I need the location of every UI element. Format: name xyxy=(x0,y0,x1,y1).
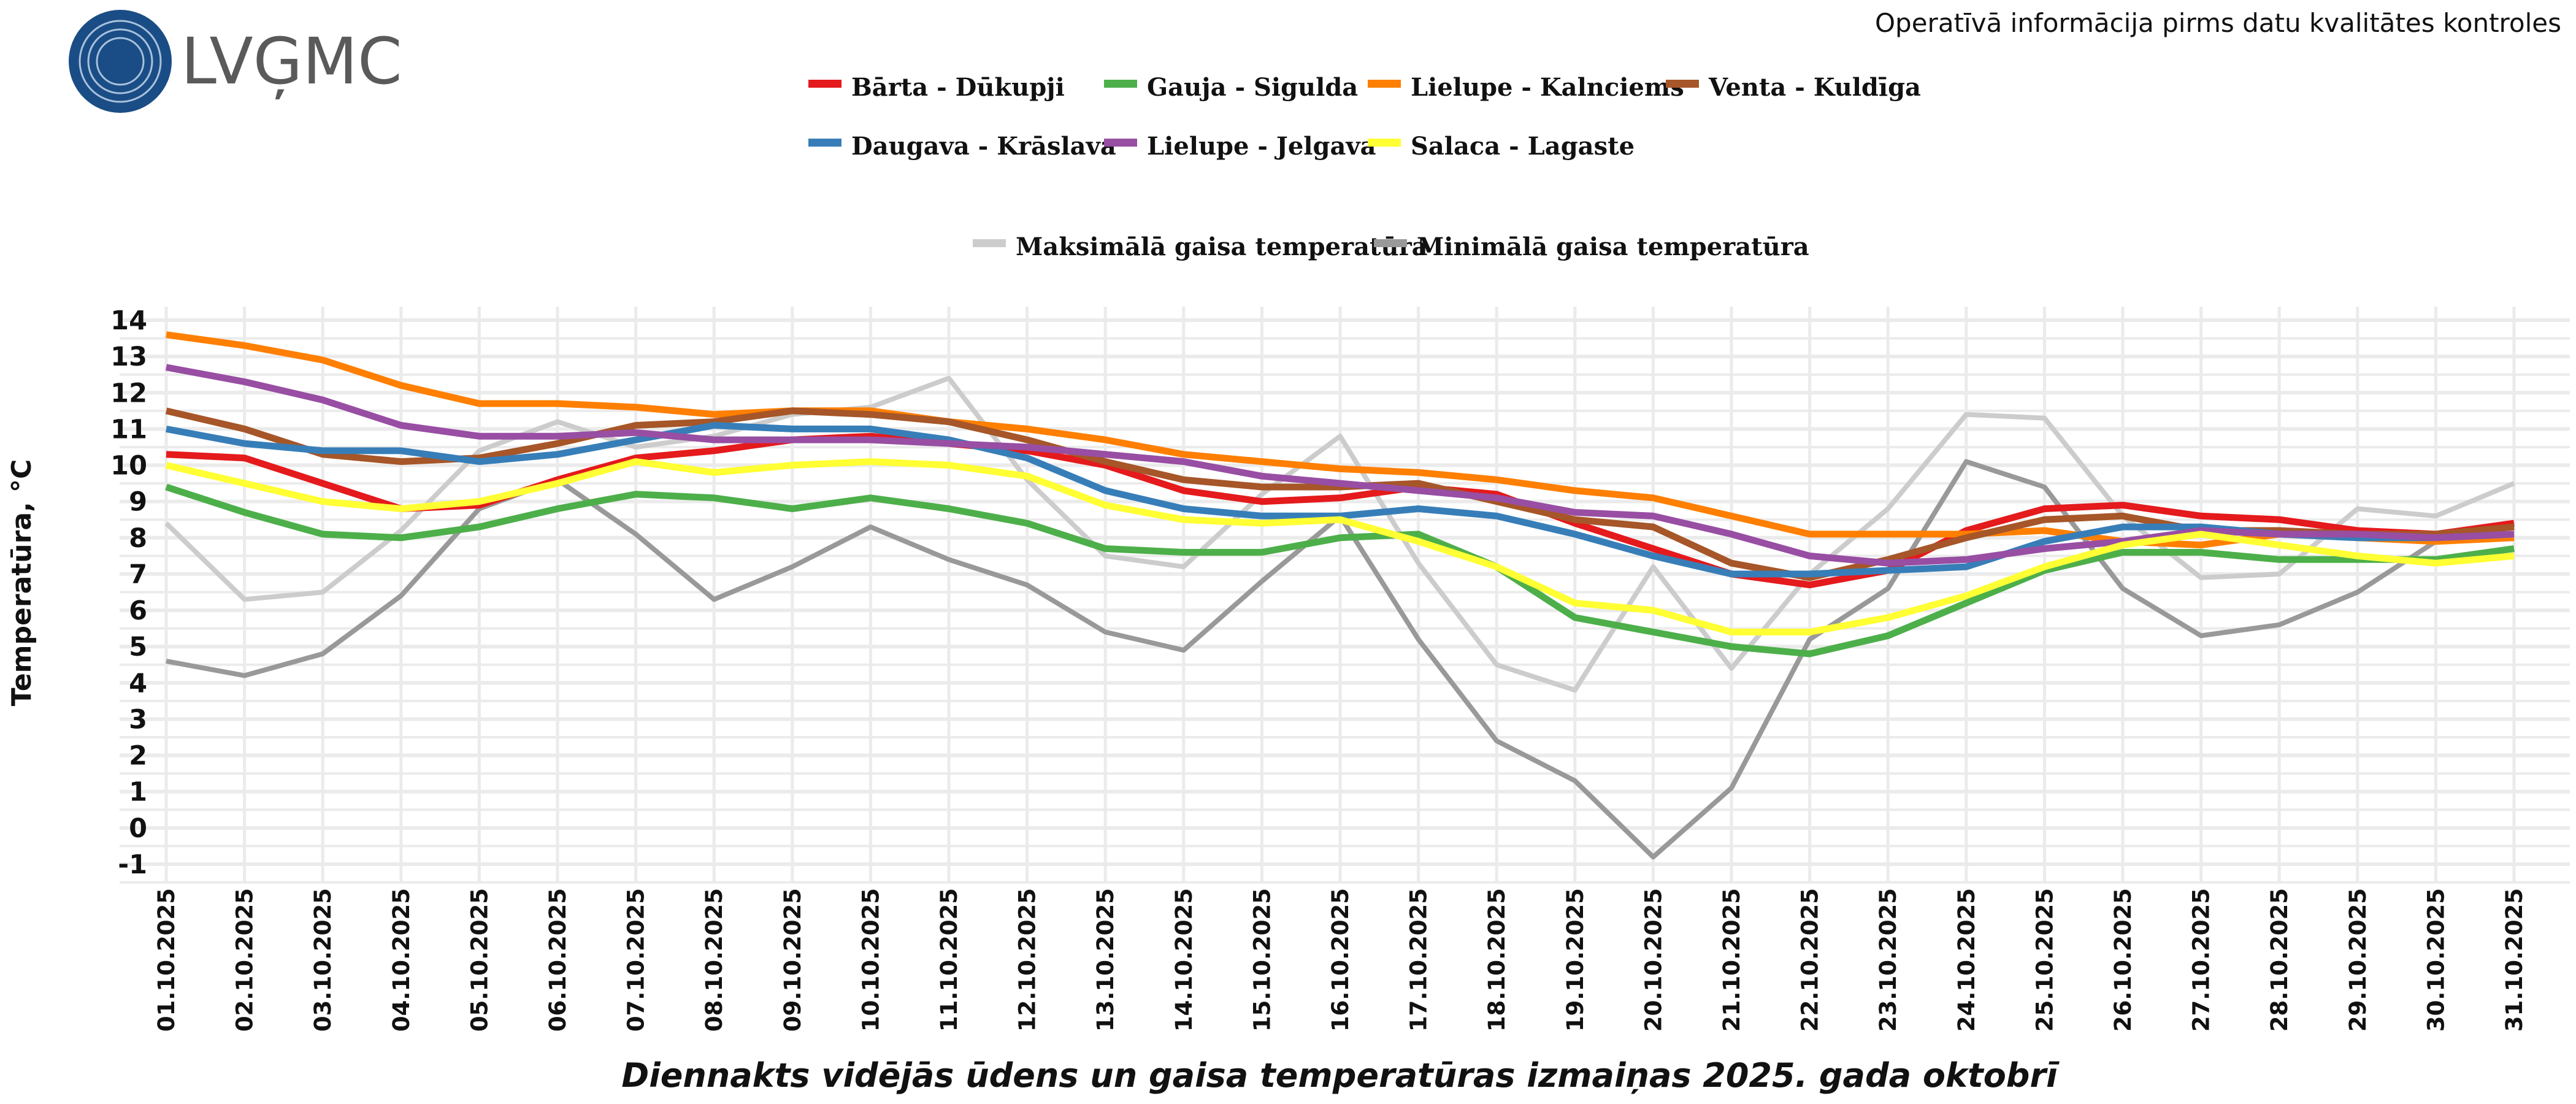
legend-item: Gauja - Sigulda xyxy=(1104,73,1358,102)
y-tick-label: 5 xyxy=(129,632,147,662)
legend-swatch xyxy=(1368,80,1401,88)
y-tick-label: 3 xyxy=(129,704,147,735)
x-tick-label: 11.10.2025 xyxy=(936,888,962,1032)
y-tick-label: 10 xyxy=(110,451,147,481)
x-axis-ticks: 01.10.2025 02.10.2025 03.10.2025 04.10.2025… xyxy=(153,888,2528,1032)
x-tick-label: 29.10.2025 xyxy=(2345,888,2371,1032)
legend-item: Salaca - Lagaste xyxy=(1368,132,1635,161)
legend-label: Bārta - Dūkupji xyxy=(851,73,1065,102)
legend-swatch xyxy=(808,80,841,88)
x-tick-label: 21.10.2025 xyxy=(1719,888,1745,1032)
x-tick-label: 26.10.2025 xyxy=(2110,888,2136,1032)
y-axis-label: Temperatūra, °C xyxy=(6,459,37,707)
x-tick-label: 17.10.2025 xyxy=(1406,888,1432,1032)
legend-label: Lielupe - Kalnciems xyxy=(1411,73,1684,102)
y-tick-label: 6 xyxy=(129,596,147,626)
y-tick-label: 11 xyxy=(110,414,147,445)
x-tick-label: 28.10.2025 xyxy=(2266,888,2293,1032)
x-tick-label: 19.10.2025 xyxy=(1562,888,1589,1032)
x-tick-label: 15.10.2025 xyxy=(1249,888,1275,1032)
x-tick-label: 14.10.2025 xyxy=(1171,888,1197,1032)
x-tick-label: 07.10.2025 xyxy=(623,888,650,1032)
y-tick-label: 14 xyxy=(110,305,147,336)
x-tick-label: 24.10.2025 xyxy=(1953,888,1980,1032)
y-tick-label: 1 xyxy=(129,777,147,808)
y-tick-label: 4 xyxy=(129,668,147,699)
series-line-lielupe-jelgava xyxy=(165,364,2515,567)
x-tick-label: 06.10.2025 xyxy=(545,888,571,1032)
x-tick-label: 16.10.2025 xyxy=(1327,888,1354,1032)
y-tick-label: -1 xyxy=(118,849,147,880)
series-lines xyxy=(164,331,2515,860)
x-tick-label: 22.10.2025 xyxy=(1797,888,1823,1032)
x-tick-label: 08.10.2025 xyxy=(701,888,727,1032)
legend-swatch xyxy=(1368,139,1401,147)
legend-swatch xyxy=(1666,80,1699,88)
legend-item: Maksimālā gaisa temperatūra xyxy=(973,232,1428,261)
legend-label: Venta - Kuldīga xyxy=(1708,73,1921,102)
x-tick-label: 30.10.2025 xyxy=(2423,888,2449,1032)
legend-item: Daugava - Krāslava xyxy=(808,132,1116,161)
x-tick-label: 31.10.2025 xyxy=(2501,888,2528,1032)
x-tick-label: 20.10.2025 xyxy=(1640,888,1666,1032)
logo-ring xyxy=(87,28,153,94)
x-tick-label: 23.10.2025 xyxy=(1875,888,1901,1032)
x-tick-label: 04.10.2025 xyxy=(388,888,415,1032)
y-tick-label: 9 xyxy=(129,487,147,518)
y-tick-label: 7 xyxy=(129,559,147,590)
logo-ring xyxy=(79,20,162,103)
legend-swatch xyxy=(808,139,841,147)
x-tick-label: 25.10.2025 xyxy=(2031,888,2058,1032)
legend-swatch xyxy=(1104,80,1137,88)
legend: Bārta - Dūkupji Gauja - Sigulda Lielupe - … xyxy=(808,73,1921,261)
legend-item: Lielupe - Jelgava xyxy=(1104,132,1376,161)
legend-label: Lielupe - Jelgava xyxy=(1147,132,1376,161)
y-tick-label: 13 xyxy=(110,342,147,372)
y-tick-label: 12 xyxy=(110,378,147,408)
logo-globe-icon xyxy=(69,10,172,113)
legend-item: Lielupe - Kalnciems xyxy=(1368,73,1684,102)
series-line-daugava-kr-slava xyxy=(165,422,2515,578)
legend-item: Bārta - Dūkupji xyxy=(808,73,1065,102)
logo-ring xyxy=(96,37,145,86)
legend-item: Minimālā gaisa temperatūra xyxy=(1374,232,1809,261)
legend-swatch xyxy=(1104,139,1137,147)
y-tick-label: 2 xyxy=(129,741,147,772)
chart-title: Diennakts vidējās ūdens un gaisa tempera… xyxy=(621,1056,2060,1095)
grid xyxy=(120,307,2570,884)
legend-label: Salaca - Lagaste xyxy=(1411,132,1635,161)
legend-label: Gauja - Sigulda xyxy=(1147,73,1358,102)
quality-notice: Operatīvā informācija pirms datu kvalitā… xyxy=(1875,8,2561,38)
series-line-gauja-sigulda xyxy=(165,483,2515,657)
x-tick-label: 13.10.2025 xyxy=(1092,888,1119,1032)
legend-swatch xyxy=(1374,239,1407,247)
x-tick-label: 18.10.2025 xyxy=(1484,888,1510,1032)
x-tick-label: 09.10.2025 xyxy=(780,888,806,1032)
legend-label: Maksimālā gaisa temperatūra xyxy=(1016,232,1428,261)
legend-swatch xyxy=(973,239,1006,247)
lvgmc-logo: LVĢMC xyxy=(69,10,402,113)
series-line-venta-kuld-ga xyxy=(165,407,2515,581)
legend-label: Minimālā gaisa temperatūra xyxy=(1417,232,1809,261)
x-tick-label: 02.10.2025 xyxy=(232,888,258,1032)
y-tick-label: 0 xyxy=(129,813,147,844)
x-tick-label: 27.10.2025 xyxy=(2188,888,2215,1032)
x-tick-label: 01.10.2025 xyxy=(153,888,180,1032)
legend-item: Venta - Kuldīga xyxy=(1666,73,1921,102)
y-tick-label: 8 xyxy=(129,523,147,554)
x-tick-label: 10.10.2025 xyxy=(857,888,884,1032)
x-tick-label: 03.10.2025 xyxy=(310,888,336,1032)
logo-text: LVĢMC xyxy=(181,24,402,99)
x-tick-label: 12.10.2025 xyxy=(1014,888,1041,1032)
series-line-b-rta-d-kupji xyxy=(166,432,2515,589)
series-line-salaca-lagaste xyxy=(165,458,2515,635)
x-tick-label: 05.10.2025 xyxy=(466,888,493,1032)
legend-label: Daugava - Krāslava xyxy=(851,132,1116,161)
